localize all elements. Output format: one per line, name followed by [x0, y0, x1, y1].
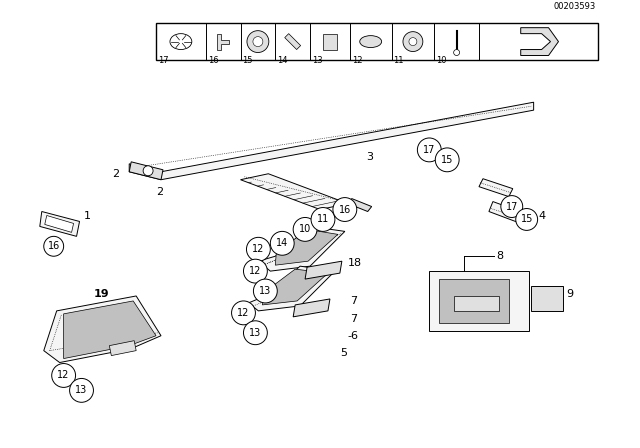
Circle shape — [293, 217, 317, 241]
Circle shape — [409, 38, 417, 46]
Text: 3: 3 — [366, 152, 373, 162]
Text: 12: 12 — [58, 370, 70, 380]
Text: 12: 12 — [252, 244, 264, 254]
Text: 4: 4 — [539, 211, 546, 221]
Polygon shape — [45, 215, 74, 233]
Text: 14: 14 — [277, 56, 288, 65]
Circle shape — [246, 237, 270, 261]
Polygon shape — [531, 286, 563, 311]
Circle shape — [516, 208, 538, 230]
Text: 9: 9 — [566, 289, 573, 299]
Text: 13: 13 — [250, 328, 262, 338]
Text: 5: 5 — [340, 348, 347, 358]
Circle shape — [454, 50, 460, 56]
Circle shape — [417, 138, 441, 162]
Text: 15: 15 — [441, 155, 453, 165]
Circle shape — [247, 30, 269, 52]
Polygon shape — [439, 279, 509, 323]
Text: 00203593: 00203593 — [554, 2, 596, 11]
Polygon shape — [454, 296, 499, 311]
Text: 13: 13 — [259, 286, 271, 296]
Text: 17: 17 — [423, 145, 435, 155]
Text: 12: 12 — [237, 308, 250, 318]
Text: 7: 7 — [350, 296, 357, 306]
Circle shape — [253, 37, 263, 47]
Circle shape — [243, 259, 268, 283]
Polygon shape — [285, 34, 301, 50]
Polygon shape — [348, 198, 372, 211]
Text: 18: 18 — [348, 258, 362, 268]
Polygon shape — [479, 179, 513, 197]
Text: 12: 12 — [352, 56, 362, 65]
Text: 16: 16 — [339, 205, 351, 215]
Polygon shape — [521, 28, 559, 56]
Circle shape — [333, 198, 356, 221]
Circle shape — [253, 279, 277, 303]
Polygon shape — [217, 34, 229, 50]
Text: 16: 16 — [208, 56, 218, 65]
Text: 15: 15 — [520, 215, 533, 224]
Text: 13: 13 — [312, 56, 323, 65]
Circle shape — [435, 148, 459, 172]
Text: 19: 19 — [93, 289, 109, 299]
Polygon shape — [63, 301, 156, 358]
Text: 1: 1 — [83, 211, 90, 221]
Circle shape — [52, 363, 76, 388]
Circle shape — [143, 166, 153, 176]
Circle shape — [311, 207, 335, 231]
Polygon shape — [129, 162, 163, 180]
Polygon shape — [259, 226, 345, 271]
Text: 14: 14 — [276, 238, 289, 248]
Polygon shape — [248, 266, 335, 311]
Text: 7: 7 — [350, 314, 357, 324]
Ellipse shape — [360, 36, 381, 47]
Polygon shape — [109, 340, 136, 356]
Polygon shape — [44, 296, 161, 362]
Text: 2: 2 — [112, 169, 119, 179]
Text: 2: 2 — [156, 187, 163, 197]
Polygon shape — [40, 211, 79, 237]
Text: 17: 17 — [506, 202, 518, 211]
Bar — [156, 23, 598, 60]
Circle shape — [44, 237, 63, 256]
Polygon shape — [275, 229, 338, 265]
Circle shape — [243, 321, 268, 345]
Text: 8: 8 — [496, 251, 503, 261]
Ellipse shape — [170, 34, 192, 50]
Text: 15: 15 — [243, 56, 253, 65]
Polygon shape — [262, 269, 328, 305]
Text: 16: 16 — [47, 241, 60, 251]
Circle shape — [403, 32, 423, 52]
Polygon shape — [305, 261, 342, 279]
Circle shape — [501, 196, 523, 217]
Text: 12: 12 — [249, 266, 262, 276]
Polygon shape — [429, 271, 529, 331]
Circle shape — [232, 301, 255, 325]
Text: 11: 11 — [317, 215, 329, 224]
Polygon shape — [323, 34, 337, 50]
Polygon shape — [293, 299, 330, 317]
Text: 10: 10 — [436, 56, 447, 65]
Text: 13: 13 — [76, 385, 88, 396]
Polygon shape — [129, 102, 534, 180]
Text: 10: 10 — [299, 224, 311, 234]
Text: -6: -6 — [348, 331, 359, 341]
Circle shape — [270, 231, 294, 255]
Polygon shape — [241, 174, 348, 210]
Text: 17: 17 — [158, 56, 169, 65]
Polygon shape — [489, 202, 534, 226]
Text: 11: 11 — [394, 56, 404, 65]
Circle shape — [70, 379, 93, 402]
